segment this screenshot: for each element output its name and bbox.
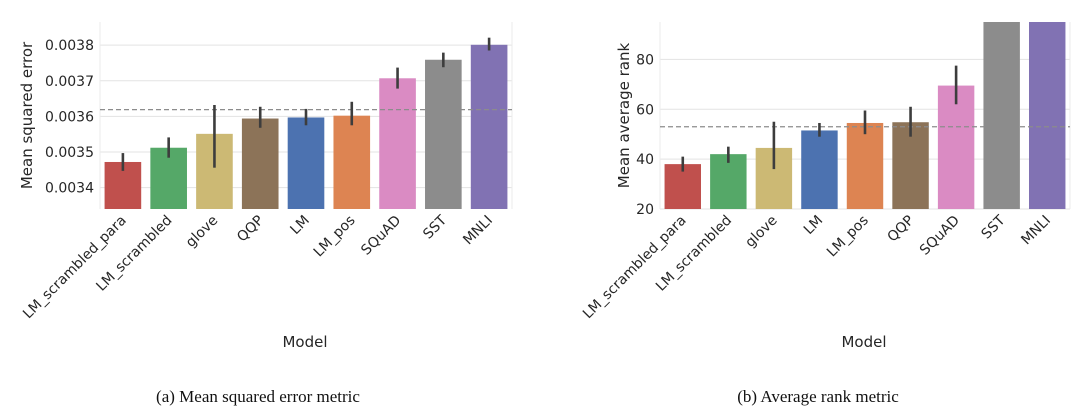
bar-lm xyxy=(801,130,838,209)
y-tick-label: 0.0034 xyxy=(45,181,94,197)
bar-qqp xyxy=(241,118,279,209)
x-tick-label: LM_pos xyxy=(824,213,872,261)
y-tick-label: 0.0038 xyxy=(45,38,94,54)
x-tick-label: LM_pos xyxy=(311,213,359,261)
x-tick-label: MNLI xyxy=(460,213,496,249)
error-bars xyxy=(121,37,491,171)
y-tick-label: 0.0036 xyxy=(45,109,94,125)
bar-mnli xyxy=(1029,22,1066,209)
y-tick-label: 20 xyxy=(636,202,654,218)
y-tick-label: 0.0037 xyxy=(45,74,94,90)
x-axis-label: Model xyxy=(841,333,886,351)
y-tick-labels: 0.0034 0.0035 0.0036 0.0037 0.0038 xyxy=(45,38,94,196)
bars xyxy=(664,22,1066,209)
x-tick-label: QQP xyxy=(234,213,267,246)
x-tick-label: glove xyxy=(742,213,780,251)
bar-lm-scrambled xyxy=(150,147,187,209)
y-tick-labels: 20 40 60 80 xyxy=(636,52,654,218)
y-tick-label: 80 xyxy=(636,52,654,68)
x-tick-label: SQuAD xyxy=(358,213,404,259)
x-tick-label: QQP xyxy=(885,213,918,246)
error-bars xyxy=(681,65,958,172)
bar-lm-scrambled xyxy=(710,154,747,209)
x-tick-label: glove xyxy=(183,213,221,251)
x-tick-label: SST xyxy=(420,212,450,242)
x-tick-label: LM xyxy=(287,213,312,238)
bar-sst xyxy=(425,59,462,209)
x-tick-label: SQuAD xyxy=(917,213,963,259)
x-tick-label: LM xyxy=(801,213,826,238)
y-tick-label: 60 xyxy=(636,102,654,118)
bar-squad xyxy=(937,85,975,209)
x-tick-label: SST xyxy=(979,212,1009,242)
bar-lm-pos xyxy=(846,122,884,209)
y-axis-label: Mean squared error xyxy=(18,41,36,189)
y-tick-label: 0.0035 xyxy=(45,145,94,161)
bar-sst xyxy=(983,22,1020,209)
caption: (a) Mean squared error metric xyxy=(156,387,360,406)
bar-squad xyxy=(379,78,416,209)
bar-lm-pos xyxy=(333,115,371,209)
bar-lm xyxy=(287,117,325,209)
y-axis-label: Mean average rank xyxy=(615,43,633,189)
bar-mnli xyxy=(470,44,508,210)
x-tick-label: MNLI xyxy=(1018,213,1054,249)
x-axis-label: Model xyxy=(282,333,327,351)
caption: (b) Average rank metric xyxy=(737,387,899,406)
y-tick-label: 40 xyxy=(636,152,654,168)
